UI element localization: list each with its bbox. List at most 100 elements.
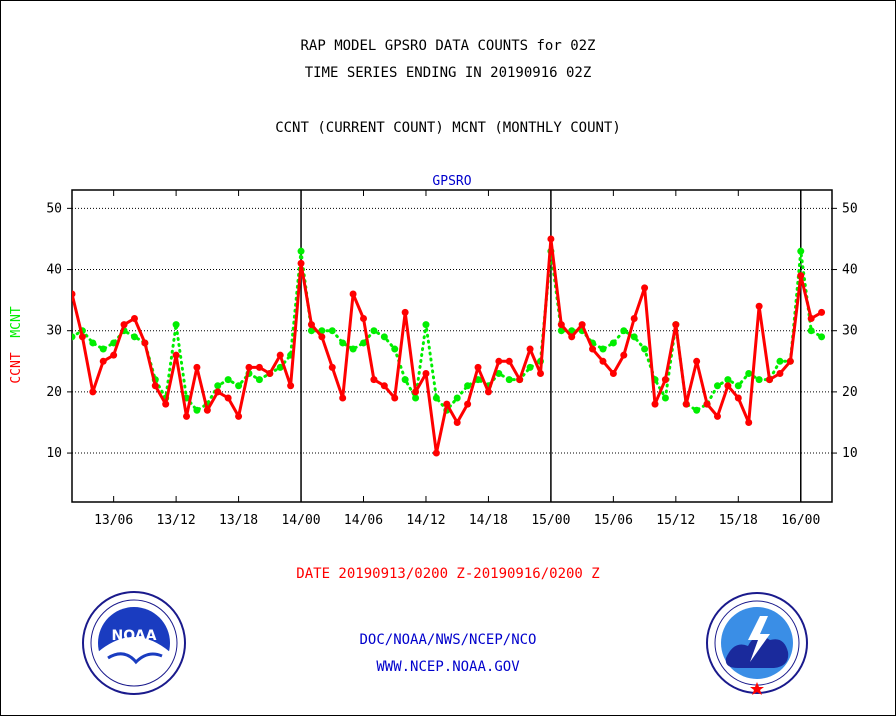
- noaa-logo: NOAA: [82, 591, 186, 695]
- data-point-ccnt: [578, 321, 586, 329]
- data-point-ccnt: [495, 357, 503, 365]
- data-point-ccnt: [89, 388, 97, 396]
- y-axis-label-mcnt: MCNT: [9, 306, 24, 337]
- data-point-ccnt: [141, 339, 149, 347]
- data-point-ccnt: [797, 272, 805, 280]
- data-point-ccnt: [484, 388, 492, 396]
- data-point-ccnt: [339, 394, 347, 402]
- data-point-ccnt: [474, 363, 482, 371]
- data-point-ccnt: [193, 363, 201, 371]
- data-point-ccnt: [505, 357, 513, 365]
- data-point-ccnt: [661, 376, 669, 384]
- data-point-ccnt: [786, 357, 794, 365]
- data-point-mcnt: [745, 370, 753, 378]
- data-point-ccnt: [297, 259, 305, 267]
- chart-title-line-3: CCNT (CURRENT COUNT) MCNT (MONTHLY COUNT…: [275, 120, 621, 136]
- data-point-mcnt: [297, 247, 305, 255]
- data-point-mcnt: [776, 357, 784, 365]
- data-point-mcnt: [255, 376, 263, 384]
- data-point-ccnt: [557, 321, 565, 329]
- x-tick-label: 16/00: [781, 513, 820, 528]
- url-link[interactable]: WWW.NCEP.NOAA.GOV: [376, 659, 520, 675]
- data-point-ccnt: [464, 400, 472, 408]
- data-point-mcnt: [599, 345, 607, 353]
- data-point-ccnt: [713, 412, 721, 420]
- data-point-mcnt: [412, 394, 420, 402]
- y-tick-label-left: 20: [46, 385, 62, 400]
- data-point-mcnt: [422, 321, 430, 329]
- data-point-mcnt: [339, 339, 347, 347]
- data-point-ccnt: [412, 388, 420, 396]
- data-point-ccnt: [526, 345, 534, 353]
- data-point-ccnt: [172, 351, 180, 359]
- data-point-ccnt: [703, 400, 711, 408]
- data-point-ccnt: [620, 351, 628, 359]
- x-tick-label: 13/06: [94, 513, 133, 528]
- data-point-ccnt: [745, 418, 753, 426]
- data-point-mcnt: [693, 406, 701, 414]
- data-point-mcnt: [110, 339, 118, 347]
- x-tick-label: 15/00: [531, 513, 570, 528]
- data-point-mcnt: [661, 394, 669, 402]
- data-point-ccnt: [360, 314, 368, 322]
- data-point-ccnt: [443, 400, 451, 408]
- data-point-ccnt: [120, 321, 128, 329]
- data-point-mcnt: [380, 333, 388, 341]
- chart-title-line-1: RAP MODEL GPSRO DATA COUNTS for 02Z: [300, 38, 596, 54]
- data-point-ccnt: [630, 314, 638, 322]
- x-tick-label: 14/00: [281, 513, 320, 528]
- data-point-ccnt: [776, 370, 784, 378]
- data-point-mcnt: [755, 376, 763, 384]
- chart-title-line-2: TIME SERIES ENDING IN 20190916 02Z: [304, 65, 592, 81]
- data-point-ccnt: [110, 351, 118, 359]
- national-weather-service-logo: [706, 592, 808, 695]
- data-point-ccnt: [78, 333, 86, 341]
- data-point-ccnt: [307, 321, 315, 329]
- data-point-ccnt: [276, 351, 284, 359]
- plot-frame: [71, 189, 833, 503]
- y-tick-label-right: 40: [842, 263, 858, 278]
- y-tick-label-left: 10: [46, 446, 62, 461]
- data-point-ccnt: [224, 394, 232, 402]
- data-point-ccnt: [287, 382, 295, 390]
- data-point-ccnt: [203, 406, 211, 414]
- data-point-mcnt: [349, 345, 357, 353]
- data-point-mcnt: [432, 394, 440, 402]
- data-point-ccnt: [266, 370, 274, 378]
- data-point-ccnt: [183, 412, 191, 420]
- data-point-ccnt: [568, 333, 576, 341]
- data-point-mcnt: [464, 382, 472, 390]
- data-point-ccnt: [641, 284, 649, 292]
- data-point-mcnt: [214, 382, 222, 390]
- data-point-ccnt: [401, 308, 409, 316]
- data-point-ccnt: [755, 302, 763, 310]
- data-point-ccnt: [432, 449, 440, 457]
- x-tick-label: 14/18: [469, 513, 508, 528]
- data-point-ccnt: [609, 370, 617, 378]
- data-point-ccnt: [235, 412, 243, 420]
- data-point-mcnt: [276, 363, 284, 371]
- data-point-mcnt: [328, 327, 336, 335]
- y-tick-label-left: 50: [46, 201, 62, 216]
- data-point-ccnt: [349, 290, 357, 298]
- y-tick-label-right: 30: [842, 324, 858, 339]
- data-point-ccnt: [422, 370, 430, 378]
- data-point-mcnt: [620, 327, 628, 335]
- y-tick-label-left: 40: [46, 263, 62, 278]
- series-line-mcnt: [72, 251, 824, 413]
- data-point-ccnt: [589, 345, 597, 353]
- data-point-mcnt: [235, 382, 243, 390]
- data-point-ccnt: [245, 363, 253, 371]
- data-point-ccnt: [693, 357, 701, 365]
- data-point-ccnt: [130, 314, 138, 322]
- data-point-mcnt: [807, 327, 815, 335]
- x-tick-label: 14/12: [406, 513, 445, 528]
- data-point-mcnt: [453, 394, 461, 402]
- data-point-mcnt: [89, 339, 97, 347]
- data-point-mcnt: [713, 382, 721, 390]
- y-axis-label-ccnt: CCNT: [9, 352, 24, 383]
- data-point-ccnt: [672, 321, 680, 329]
- data-point-mcnt: [818, 333, 826, 341]
- data-point-mcnt: [391, 345, 399, 353]
